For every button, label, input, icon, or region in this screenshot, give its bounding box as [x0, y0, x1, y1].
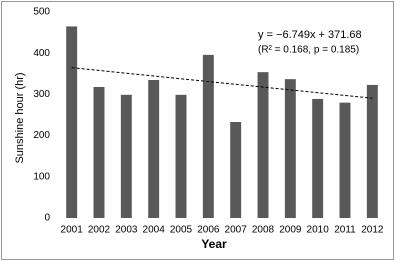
x-tick-label: 2002 — [88, 225, 111, 236]
y-axis-title: Sunshine hour (hr) — [14, 72, 26, 163]
bar — [230, 122, 242, 218]
trend-line — [71, 67, 373, 99]
x-tick-label: 2009 — [279, 225, 302, 236]
bar — [66, 26, 78, 219]
x-tick-label: 2010 — [307, 225, 330, 236]
y-tick-label: 300 — [33, 89, 50, 100]
bar — [148, 79, 160, 218]
bar — [202, 54, 214, 219]
annotation: y = −6.749x + 371.68 — [258, 29, 362, 41]
x-tick-label: 2004 — [143, 225, 166, 236]
x-axis-title: Year — [201, 237, 227, 251]
y-tick-label: 400 — [33, 48, 50, 59]
bar — [175, 94, 187, 218]
x-tick-label: 2001 — [61, 225, 84, 236]
bar — [284, 79, 296, 218]
x-tick-label: 2012 — [361, 225, 384, 236]
x-tick-label: 2011 — [334, 225, 356, 236]
annotation: (R² = 0.168, p = 0.185) — [258, 45, 359, 56]
bar — [257, 72, 269, 218]
y-tick-label: 100 — [33, 171, 50, 182]
x-tick-label: 2007 — [225, 225, 248, 236]
bar — [366, 84, 378, 218]
y-tick-label: 500 — [33, 7, 50, 18]
y-tick-label: 0 — [44, 213, 50, 224]
y-tick-label: 200 — [33, 130, 50, 141]
bar — [120, 94, 132, 218]
x-tick-label: 2003 — [115, 225, 138, 236]
bar — [93, 86, 105, 218]
x-tick-label: 2008 — [252, 225, 275, 236]
x-tick-label: 2006 — [197, 225, 220, 236]
x-tick-label: 2005 — [170, 225, 193, 236]
bar — [339, 102, 351, 218]
bar — [312, 98, 324, 218]
